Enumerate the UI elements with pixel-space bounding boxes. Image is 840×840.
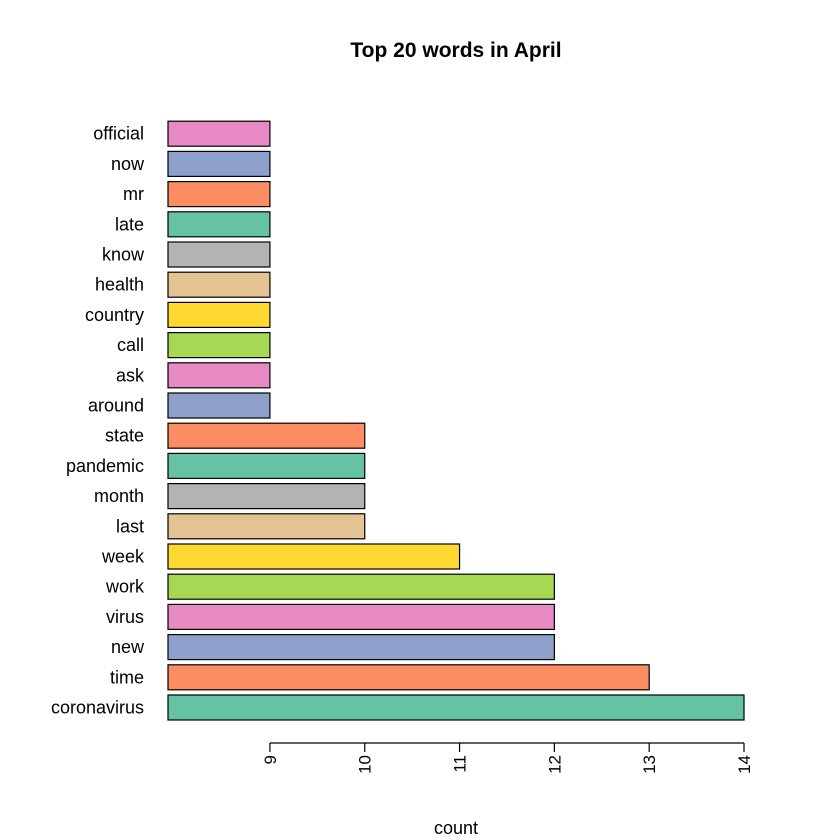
category-label-new: new [111,637,145,657]
category-label-call: call [117,335,144,355]
category-label-late: late [115,214,144,234]
category-label-virus: virus [106,607,144,627]
category-label-country: country [85,305,144,325]
category-label-ask: ask [116,365,145,385]
category-label-month: month [94,486,144,506]
category-label-official: official [93,124,144,144]
category-label-state: state [105,426,144,446]
category-label-know: know [102,245,145,265]
bar-state [167,422,366,449]
category-label-mr: mr [123,184,144,204]
x-axis: 9 10 11 12 13 14 [261,742,754,774]
bar-country [167,301,271,328]
category-labels: coronavirus time new virus work week last month… [51,124,145,718]
bar-new [167,633,555,661]
bar-month [167,483,366,510]
bar-around [167,392,271,419]
bar-mr [167,181,271,208]
bar-work [167,573,555,600]
bar-know [167,241,271,268]
x-axis-label: count [434,818,478,838]
x-tick-label: 9 [261,755,280,764]
bar-now [167,150,271,177]
category-label-time: time [110,667,144,687]
bar-last [167,513,366,540]
bar-pandemic [167,452,366,479]
bar-ask [167,362,271,389]
bar-call [167,332,271,359]
bar-virus [167,603,555,631]
x-tick-label: 14 [735,755,754,774]
category-label-work: work [105,577,145,597]
category-label-week: week [101,547,145,567]
category-label-pandemic: pandemic [66,456,144,476]
category-label-last: last [116,516,144,536]
category-label-now: now [111,154,145,174]
x-tick-label: 11 [451,755,470,773]
category-label-health: health [95,275,144,295]
bar-late [167,211,271,238]
x-tick-label: 12 [545,755,564,774]
bar-official [167,120,271,147]
chart-title: Top 20 words in April [350,39,561,62]
category-label-around: around [88,396,144,416]
bars-group [167,120,745,721]
x-tick-label: 10 [356,755,375,774]
bar-coronavirus [167,694,745,721]
x-tick-label: 13 [640,755,659,774]
category-label-coronavirus: coronavirus [51,698,144,718]
bar-time [167,664,650,691]
bar-health [167,271,271,298]
bar-week [167,543,461,570]
